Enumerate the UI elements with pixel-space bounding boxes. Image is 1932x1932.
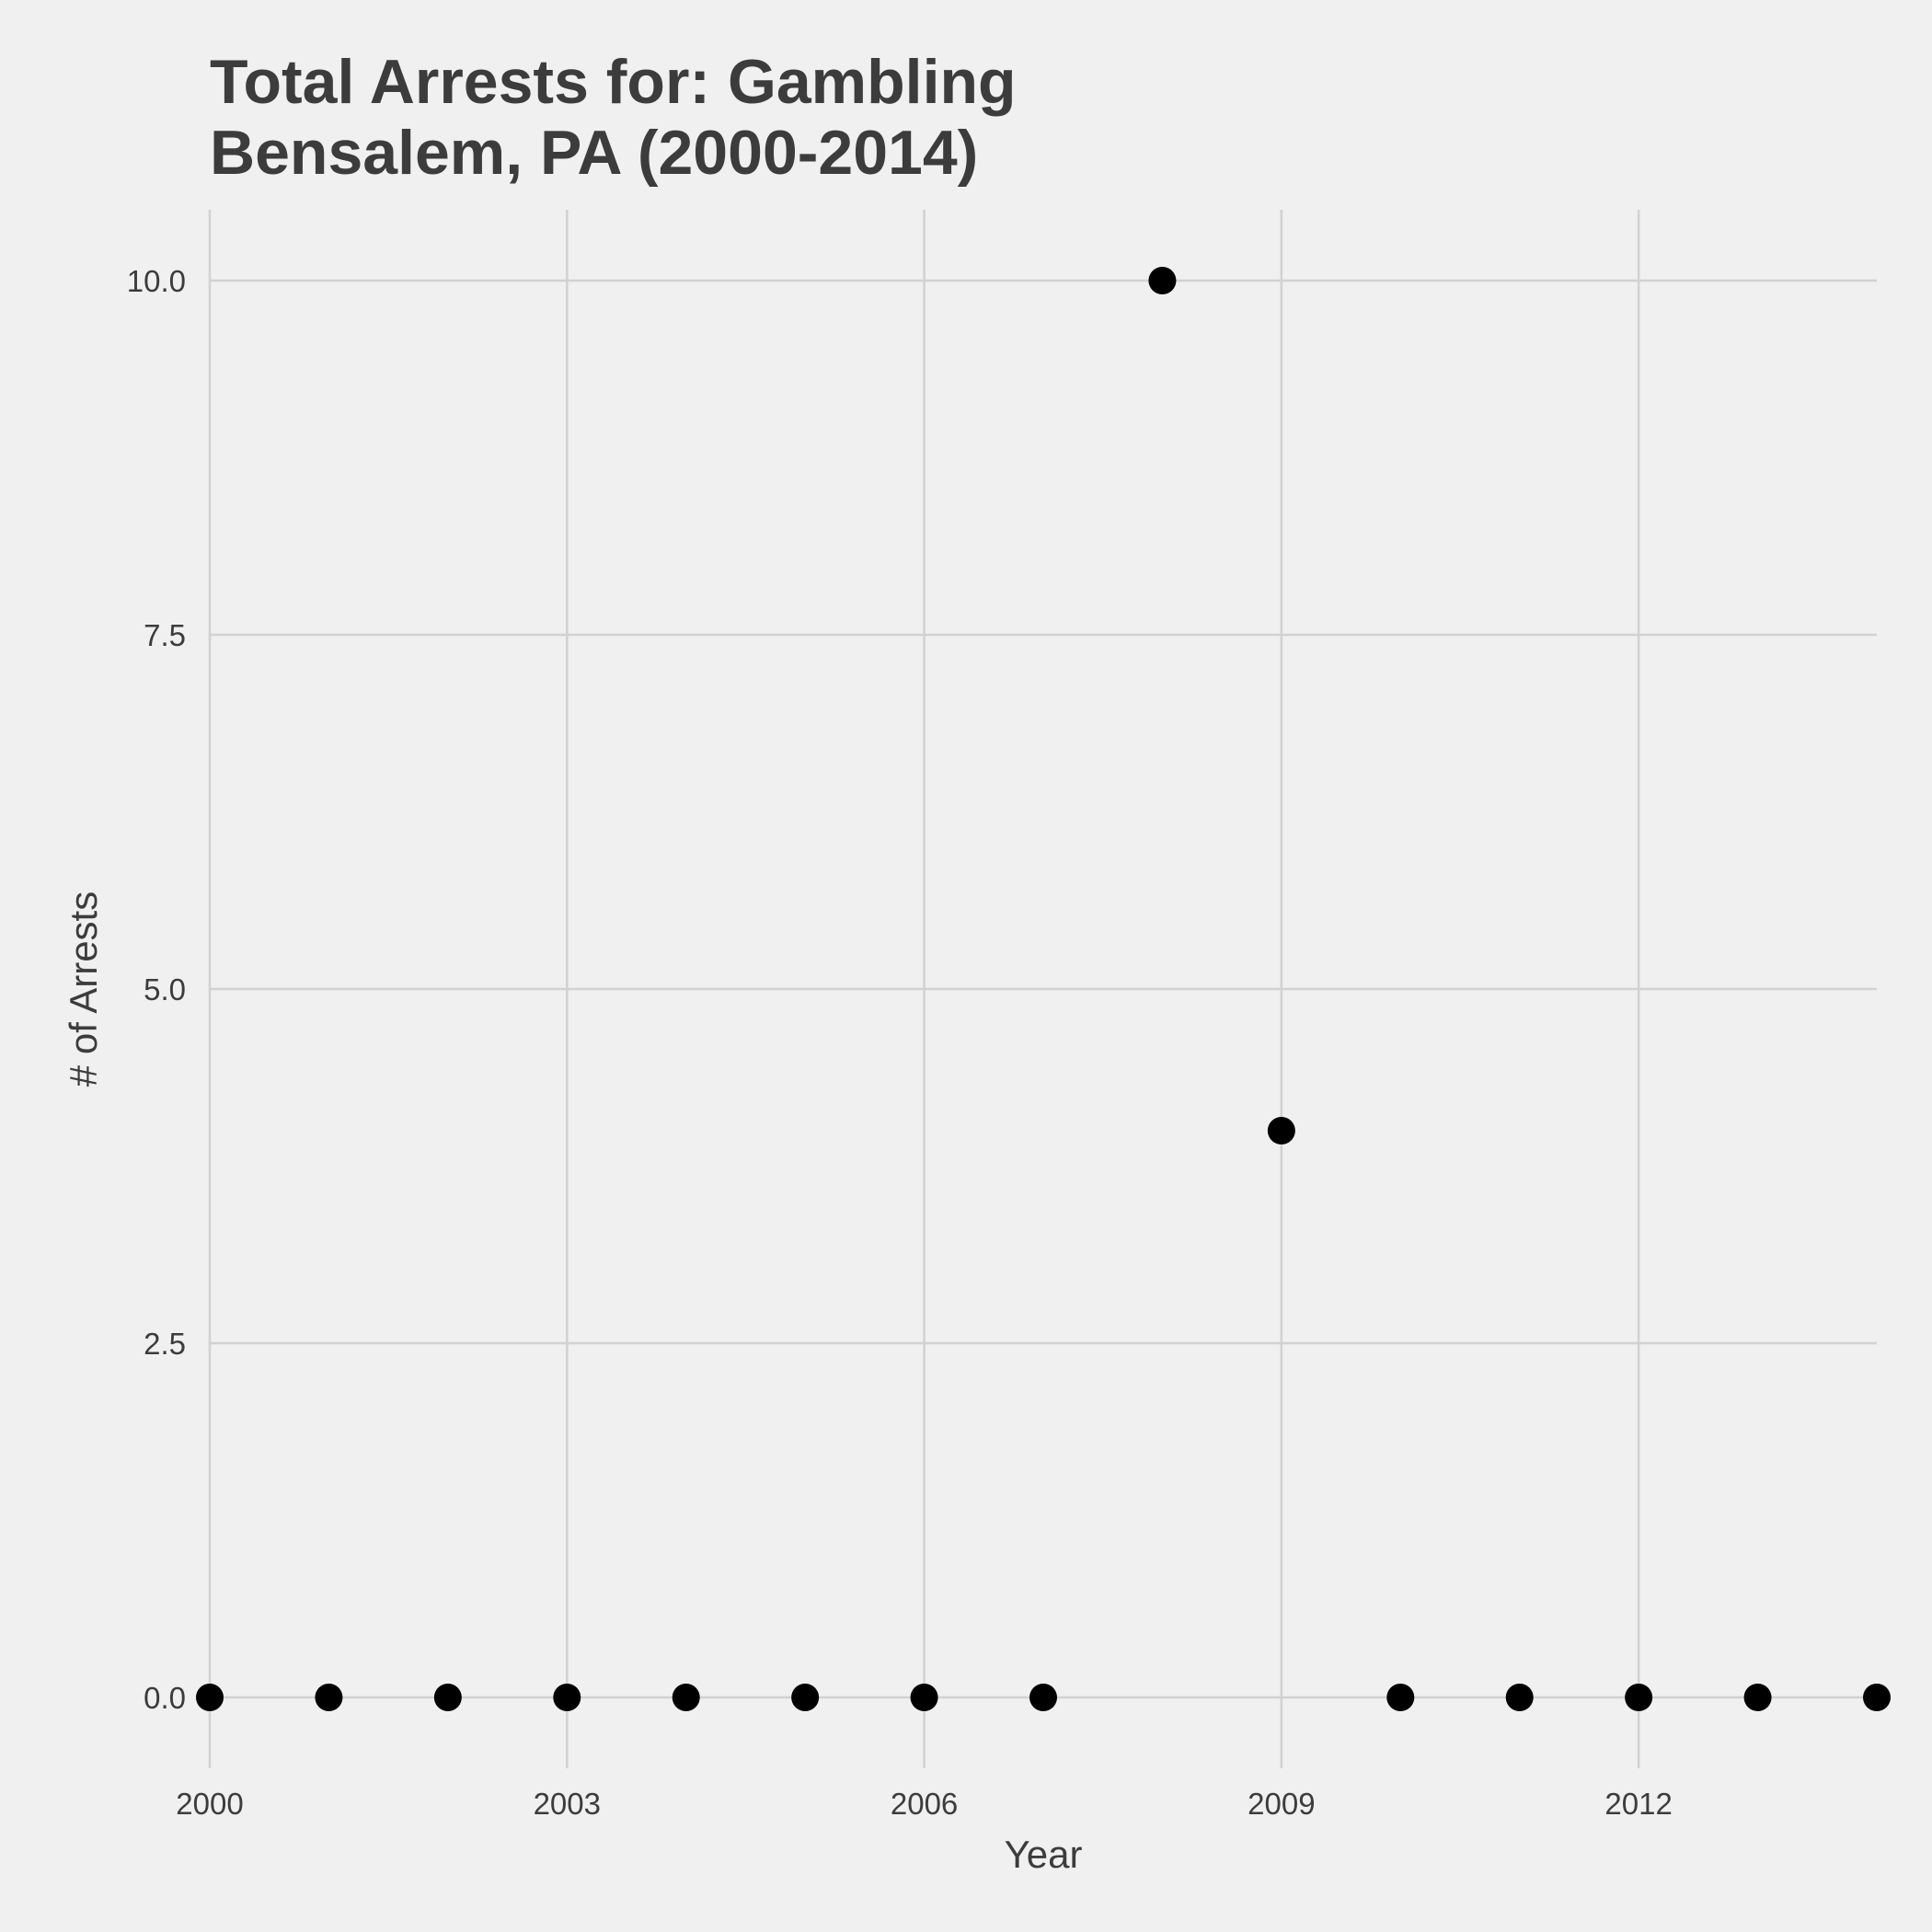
data-point	[196, 1684, 224, 1711]
data-point	[1863, 1684, 1891, 1711]
chart-title-line-1: Total Arrests for: Gambling	[210, 47, 1017, 117]
grid-layer	[208, 210, 1877, 1768]
x-tick-label: 2000	[176, 1787, 243, 1821]
y-axis-title: # of Arrests	[62, 891, 105, 1087]
y-tick-label: 7.5	[144, 618, 186, 652]
data-point	[1625, 1684, 1653, 1711]
data-point	[433, 1684, 462, 1711]
x-tick-label: 2006	[891, 1787, 958, 1821]
y-tick-label: 0.0	[144, 1681, 186, 1715]
x-tick-label: 2012	[1604, 1787, 1672, 1821]
y-tick-label: 5.0	[144, 972, 186, 1006]
data-point	[791, 1684, 820, 1711]
chart-title-line-2: Bensalem, PA (2000-2014)	[210, 118, 979, 188]
data-point	[1505, 1684, 1534, 1711]
data-point	[910, 1684, 938, 1711]
data-point	[1148, 267, 1177, 294]
data-point	[1386, 1684, 1415, 1711]
data-point	[315, 1684, 343, 1711]
data-point	[1029, 1684, 1057, 1711]
y-tick-label: 2.5	[144, 1327, 186, 1361]
x-tick-label: 2003	[534, 1787, 601, 1821]
x-axis-title: Year	[1005, 1833, 1083, 1876]
y-tick-label: 10.0	[127, 264, 186, 298]
x-tick-label: 2009	[1248, 1787, 1315, 1821]
data-point	[553, 1684, 581, 1711]
data-point	[1743, 1684, 1772, 1711]
data-point-layer	[196, 267, 1891, 1711]
data-point	[672, 1684, 700, 1711]
tick-label-layer: 2000 2003 2006 2009 2012 0.0 2.5 5.0 7.5 10.0	[127, 264, 1673, 1821]
data-point	[1267, 1117, 1295, 1144]
